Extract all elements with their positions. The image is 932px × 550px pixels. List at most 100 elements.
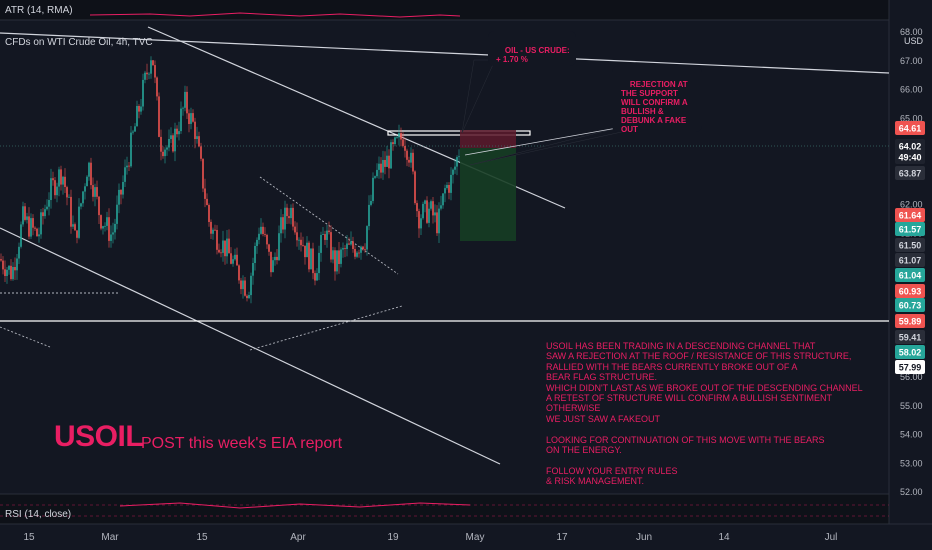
price-label-badge [895,139,925,153]
candle-body [336,250,338,272]
candle-body [52,178,54,181]
rejection-zone-box[interactable] [387,130,531,136]
rejection-pointer-line [464,127,618,156]
candle-body [430,201,432,209]
candle-body [38,234,40,237]
candle-body [436,212,438,234]
candle-body [184,91,186,108]
candle-body [96,187,98,197]
oil-callout[interactable]: OIL - US CRUDE: + 1.70 % [488,31,576,66]
candle-body [404,146,406,151]
candle-body [210,221,212,234]
candle-body [390,142,392,169]
candle-body [188,113,190,124]
flag-lower-dotted[interactable] [249,305,403,351]
candle-body [458,156,460,158]
candle-body [350,241,352,245]
candle-body [322,234,324,235]
price-label-text: 61.57 [899,225,922,235]
candle-body [454,166,456,170]
analysis-note: USOIL HAS BEEN TRADING IN A DESCENDING C… [546,341,863,487]
candle-body [292,207,294,227]
candle-body [366,226,368,250]
candle-body [314,273,316,281]
candle-body [176,128,178,135]
price-label-text: 59.89 [899,317,922,327]
y-tick-label: 65.00 [900,113,923,123]
candle-body [222,240,224,253]
candle-body [370,201,372,205]
candle-body [272,260,274,273]
price-label-text: 61.07 [899,256,922,266]
candle-body [244,280,246,296]
candle-body [110,234,112,241]
channel-lower-line[interactable] [0,227,501,465]
candle-body [64,176,66,187]
candle-body [90,162,92,186]
candle-body [124,167,126,182]
candle-body [394,137,396,144]
candle-body [414,171,416,204]
price-label-badge [895,330,925,344]
candle-body [440,205,442,209]
candle-body [70,196,72,227]
rejection-callout[interactable]: REJECTION AT THE SUPPORT WILL CONFIRM A … [612,66,702,134]
candle-body [426,200,428,223]
candle-body [170,135,172,139]
candle-body [60,169,62,185]
candle-body [448,185,450,193]
candle-body [408,159,410,163]
candle-body [344,248,346,249]
candle-body [310,248,312,270]
candle-body [164,149,166,157]
take-profit-zone[interactable] [460,148,516,241]
x-tick-label: 19 [387,532,399,543]
candle-body [54,180,56,196]
candle-body [230,253,232,264]
candle-body [376,169,378,177]
headline-ticker: USOIL [54,420,144,453]
candle-body [114,223,116,233]
candle-body [308,242,310,270]
candle-body [12,267,14,280]
candle-body [250,275,252,296]
price-label-text: 60.73 [899,301,922,311]
candle-body [220,252,222,254]
candle-body [384,160,386,167]
y-tick-label: 68.00 [900,27,923,37]
x-tick-label: Mar [101,532,119,543]
rsi-line [119,502,471,509]
candle-body [396,137,398,139]
price-label-text: 49:40 [898,153,921,163]
candle-body [36,228,38,237]
candle-body [16,258,18,271]
candle-body [10,265,12,280]
candle-body [402,139,404,146]
candle-body [4,269,6,276]
time-axis[interactable]: 15 Mar 15 Apr 19 May 17 Jun 14 Jul [23,532,837,543]
candle-body [258,233,260,240]
candle-body [380,163,382,173]
candle-body [332,250,334,260]
candle-body [288,216,290,219]
candle-body [406,150,408,160]
drawing-tools[interactable] [0,26,890,465]
candle-body [312,248,314,274]
price-label-badge [895,253,925,267]
candle-body [382,160,384,173]
candle-body [168,139,170,148]
long-resistance-trendline[interactable] [0,32,890,74]
candle-body [194,121,196,139]
x-tick-label: 14 [718,532,730,543]
candle-body [256,239,258,246]
candle-body [2,260,4,270]
candle-body [82,191,84,204]
stop-loss-zone[interactable] [460,130,516,148]
candle-body [196,136,198,139]
candle-body [260,226,262,234]
left-dotted-line[interactable] [0,326,51,348]
candle-body [416,203,418,212]
candle-body [274,256,276,261]
candle-body [428,208,430,223]
